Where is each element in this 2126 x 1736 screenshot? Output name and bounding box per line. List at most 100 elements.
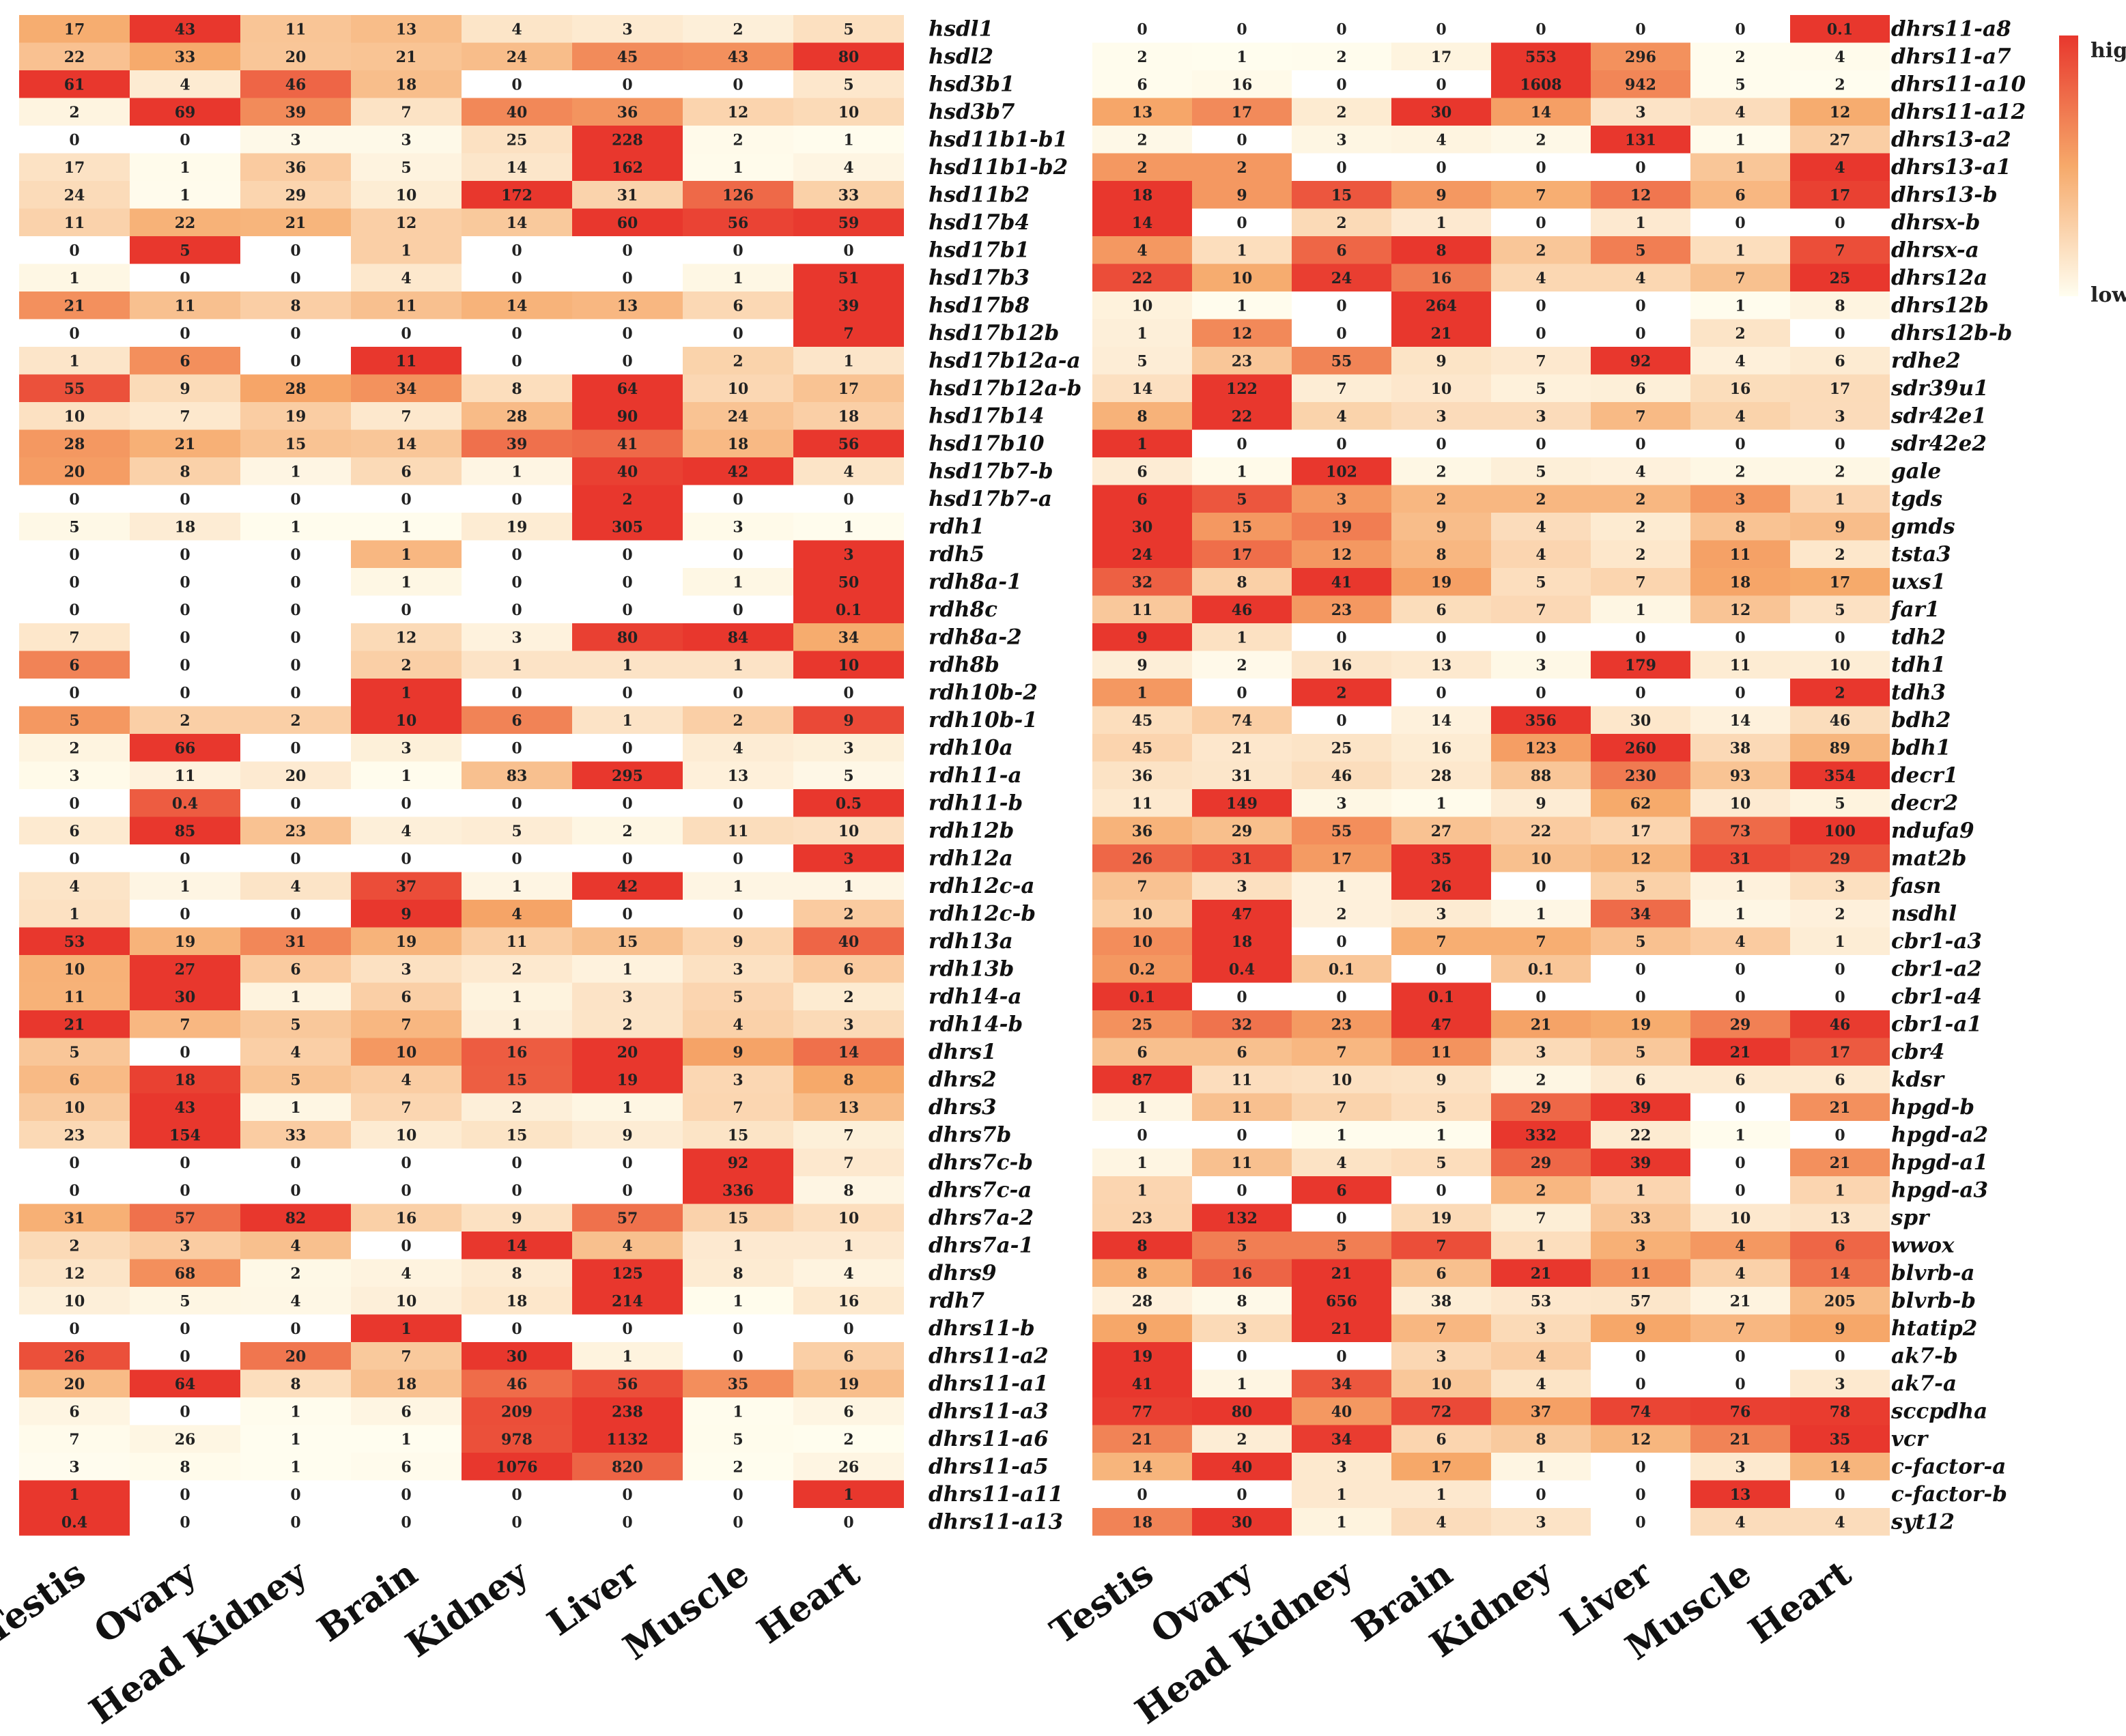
cell-value-label: 47 bbox=[1431, 1016, 1452, 1034]
gene-row-label: dhrs2 bbox=[929, 1067, 997, 1092]
cell-value-label: 13 bbox=[838, 1099, 860, 1117]
heatmap-cell bbox=[19, 761, 130, 789]
heatmap-cell bbox=[1092, 319, 1192, 347]
gene-row-label: dhrs12b bbox=[1891, 293, 1989, 317]
cell-value-label: 2 bbox=[401, 657, 411, 674]
cell-value-label: 1 bbox=[733, 1403, 743, 1421]
cell-value-label: 34 bbox=[1331, 1376, 1352, 1393]
heatmap-cell bbox=[793, 1480, 904, 1508]
cell-value-label: 1 bbox=[511, 657, 522, 674]
heatmap-cell bbox=[1790, 153, 1890, 181]
cell-value-label: 17 bbox=[1431, 1458, 1452, 1476]
cell-value-label: 2 bbox=[1535, 242, 1546, 259]
heatmap-cell bbox=[1491, 734, 1591, 762]
cell-value-label: 0 bbox=[1535, 684, 1546, 702]
heatmap-cell bbox=[1192, 595, 1292, 623]
cell-value-label: 942 bbox=[1625, 76, 1656, 94]
cell-value-label: 0 bbox=[1236, 131, 1247, 149]
cell-value-label: 14 bbox=[507, 297, 528, 315]
cell-value-label: 16 bbox=[1331, 657, 1352, 674]
heatmap-cell bbox=[351, 457, 462, 485]
cell-value-label: 20 bbox=[64, 1376, 85, 1393]
heatmap-cell bbox=[19, 734, 130, 762]
heatmap-cell bbox=[1292, 485, 1391, 513]
cell-value-label: 1 bbox=[622, 1099, 632, 1117]
heatmap-cell bbox=[1391, 982, 1491, 1010]
cell-value-label: 19 bbox=[1431, 1210, 1452, 1227]
cell-value-label: 6 bbox=[1236, 1044, 1247, 1062]
cell-value-label: 13 bbox=[1132, 104, 1153, 122]
cell-value-label: 11 bbox=[507, 933, 528, 951]
cell-value-label: 56 bbox=[617, 1376, 638, 1393]
cell-value-label: 0 bbox=[1735, 1376, 1745, 1393]
cell-value-label: 0.1 bbox=[836, 601, 862, 619]
heatmap-cell bbox=[1491, 1397, 1591, 1425]
heatmap-cell bbox=[1192, 70, 1292, 98]
heatmap-cell bbox=[1192, 1453, 1292, 1481]
gene-row-label: hpgd-a3 bbox=[1891, 1178, 1988, 1202]
heatmap-cell bbox=[1491, 706, 1591, 734]
heatmap-cell bbox=[1092, 347, 1192, 375]
cell-value-label: 0 bbox=[1834, 1486, 1845, 1504]
cell-value-label: 8 bbox=[290, 297, 300, 315]
heatmap-cell bbox=[240, 429, 351, 457]
heatmap-cell bbox=[1092, 513, 1192, 541]
cell-value-label: 8 bbox=[1436, 546, 1446, 564]
cell-value-label: 78 bbox=[1830, 1403, 1851, 1421]
heatmap-cell bbox=[1192, 568, 1292, 596]
heatmap-cell bbox=[683, 1176, 793, 1204]
color-legend: high low bbox=[2059, 35, 2126, 307]
cell-value-label: 14 bbox=[1431, 712, 1452, 730]
cell-value-label: 55 bbox=[64, 380, 85, 398]
heatmap-cell bbox=[462, 1204, 572, 1232]
heatmap-cell bbox=[19, 1480, 130, 1508]
cell-value-label: 0 bbox=[290, 270, 300, 287]
gene-row-label: rdh10a bbox=[929, 735, 1013, 760]
cell-value-label: 132 bbox=[1226, 1210, 1258, 1227]
heatmap-cell bbox=[351, 236, 462, 264]
cell-value-label: 18 bbox=[728, 436, 749, 453]
cell-value-label: 5 bbox=[733, 1431, 743, 1449]
cell-value-label: 3 bbox=[1336, 131, 1346, 149]
gene-row-label: gale bbox=[1891, 459, 1941, 483]
cell-value-label: 1 bbox=[843, 878, 853, 896]
cell-value-label: 4 bbox=[1635, 463, 1645, 481]
heatmap-cell bbox=[793, 126, 904, 154]
cell-value-label: 1 bbox=[1336, 1513, 1346, 1531]
heatmap-cell bbox=[240, 291, 351, 319]
cell-value-label: 14 bbox=[1132, 1458, 1153, 1476]
heatmap-cell bbox=[1092, 927, 1192, 955]
heatmap-cell bbox=[683, 761, 793, 789]
gene-row-label: dhrs7c-a bbox=[929, 1178, 1032, 1202]
heatmap-cell bbox=[1192, 789, 1292, 817]
cell-value-label: 21 bbox=[1531, 1265, 1552, 1283]
gene-row-label: hpgd-b bbox=[1891, 1095, 1974, 1120]
cell-value-label: 0 bbox=[733, 850, 743, 868]
heatmap-cell bbox=[1591, 1314, 1690, 1342]
heatmap-cell bbox=[462, 374, 572, 402]
heatmap-cell bbox=[1192, 955, 1292, 983]
cell-value-label: 19 bbox=[1132, 1348, 1153, 1365]
cell-value-label: 0 bbox=[1236, 1126, 1247, 1144]
cell-value-label: 0 bbox=[622, 1320, 632, 1338]
heatmap-cell bbox=[683, 734, 793, 762]
cell-value-label: 14 bbox=[1830, 1265, 1851, 1283]
cell-value-label: 0 bbox=[622, 1513, 632, 1531]
cell-value-label: 14 bbox=[1730, 712, 1751, 730]
gene-row-label: uxs1 bbox=[1891, 569, 1946, 594]
cell-value-label: 0 bbox=[622, 352, 632, 370]
heatmap-cell bbox=[1192, 1259, 1292, 1287]
heatmap-cell bbox=[1690, 374, 1790, 402]
gene-row-label: fasn bbox=[1890, 874, 1941, 898]
heatmap-cell bbox=[1690, 1397, 1790, 1425]
cell-value-label: 45 bbox=[1132, 739, 1153, 757]
heatmap-cell bbox=[793, 181, 904, 209]
cell-value-label: 5 bbox=[69, 712, 79, 730]
heatmap-cell bbox=[351, 1121, 462, 1149]
cell-value-label: 43 bbox=[175, 1099, 196, 1117]
cell-value-label: 0 bbox=[843, 684, 853, 702]
cell-value-label: 2 bbox=[1236, 657, 1247, 674]
heatmap-cell bbox=[1491, 1176, 1591, 1204]
heatmap-cell bbox=[1092, 734, 1192, 762]
cell-value-label: 15 bbox=[285, 436, 307, 453]
